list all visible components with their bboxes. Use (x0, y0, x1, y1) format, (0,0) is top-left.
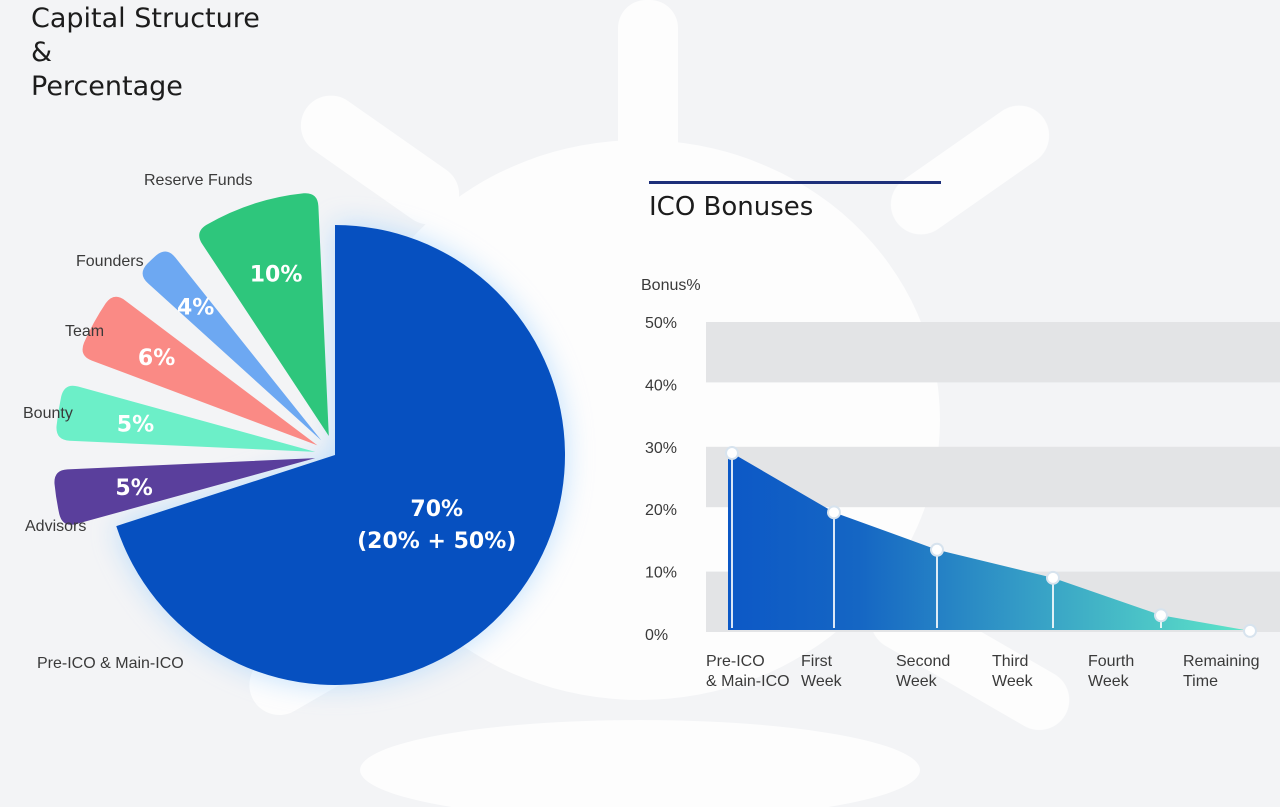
pie-category-label: Reserve Funds (144, 172, 253, 189)
pie-value-label: 4% (177, 296, 214, 321)
pie-category-label: Founders (76, 253, 144, 270)
capital-structure-title: Capital Structure & Percentage (31, 2, 260, 104)
capital-pie-chart: 70% (20% + 50%) Pre-ICO & Main-ICO 5% Adviso… (23, 172, 565, 685)
y-tick-label: 30% (645, 440, 677, 457)
y-tick-label: 0% (645, 627, 668, 644)
x-tick-label: & Main-ICO (706, 673, 790, 690)
capital-title-line: Capital Structure (31, 3, 260, 34)
pie-value-label: 70% (410, 497, 463, 522)
x-tick-label: Time (1183, 673, 1218, 690)
pie-slice-pre-ico-main-ico (116, 225, 565, 685)
x-tick-label: Second (896, 653, 950, 670)
pie-slice-team (82, 296, 318, 446)
pie-value-label: 5% (115, 476, 152, 501)
pie-value-label: 5% (117, 412, 154, 437)
bonus-area (728, 453, 1250, 631)
grid-band (706, 322, 1280, 383)
ico-title-rule (649, 181, 941, 184)
data-point (1154, 608, 1168, 623)
x-tick-label: Remaining (1183, 653, 1259, 670)
y-tick-label: 40% (645, 377, 677, 394)
data-point (1046, 570, 1060, 585)
pie-category-label: Bounty (23, 405, 73, 422)
pie-value-label: 6% (138, 346, 175, 371)
y-tick-label: 10% (645, 565, 677, 582)
data-point (827, 505, 841, 520)
y-tick-label: 20% (645, 502, 677, 519)
data-point (930, 542, 944, 557)
x-tick-label: Pre-ICO (706, 653, 765, 670)
x-tick-label: Third (992, 653, 1028, 670)
x-tick-label: Fourth (1088, 653, 1134, 670)
y-tick-label: 50% (645, 315, 677, 332)
pie-slice-advisors (54, 458, 316, 525)
data-point (1243, 623, 1257, 638)
pie-category-label: Pre-ICO & Main-ICO (37, 655, 184, 672)
pie-slice-bounty (56, 385, 316, 452)
x-tick-label: Week (801, 673, 843, 690)
data-point (725, 446, 739, 461)
x-tick-label: First (801, 653, 833, 670)
x-tick-label: Week (992, 673, 1034, 690)
capital-title-line: Percentage (31, 71, 183, 102)
pie-category-label: Advisors (25, 518, 86, 535)
ico-bonuses-title: ICO Bonuses (649, 192, 814, 222)
pie-category-label: Team (65, 323, 104, 340)
pie-value-label: 10% (250, 263, 303, 288)
x-tick-label: Week (1088, 673, 1130, 690)
capital-title-line: & (31, 37, 53, 68)
x-tick-label: Week (896, 673, 938, 690)
pie-slice-reserve-funds (199, 193, 329, 436)
pie-slice-founders (142, 251, 322, 441)
y-axis-label: Bonus% (641, 277, 701, 294)
pie-value-label: (20% + 50%) (357, 529, 516, 554)
